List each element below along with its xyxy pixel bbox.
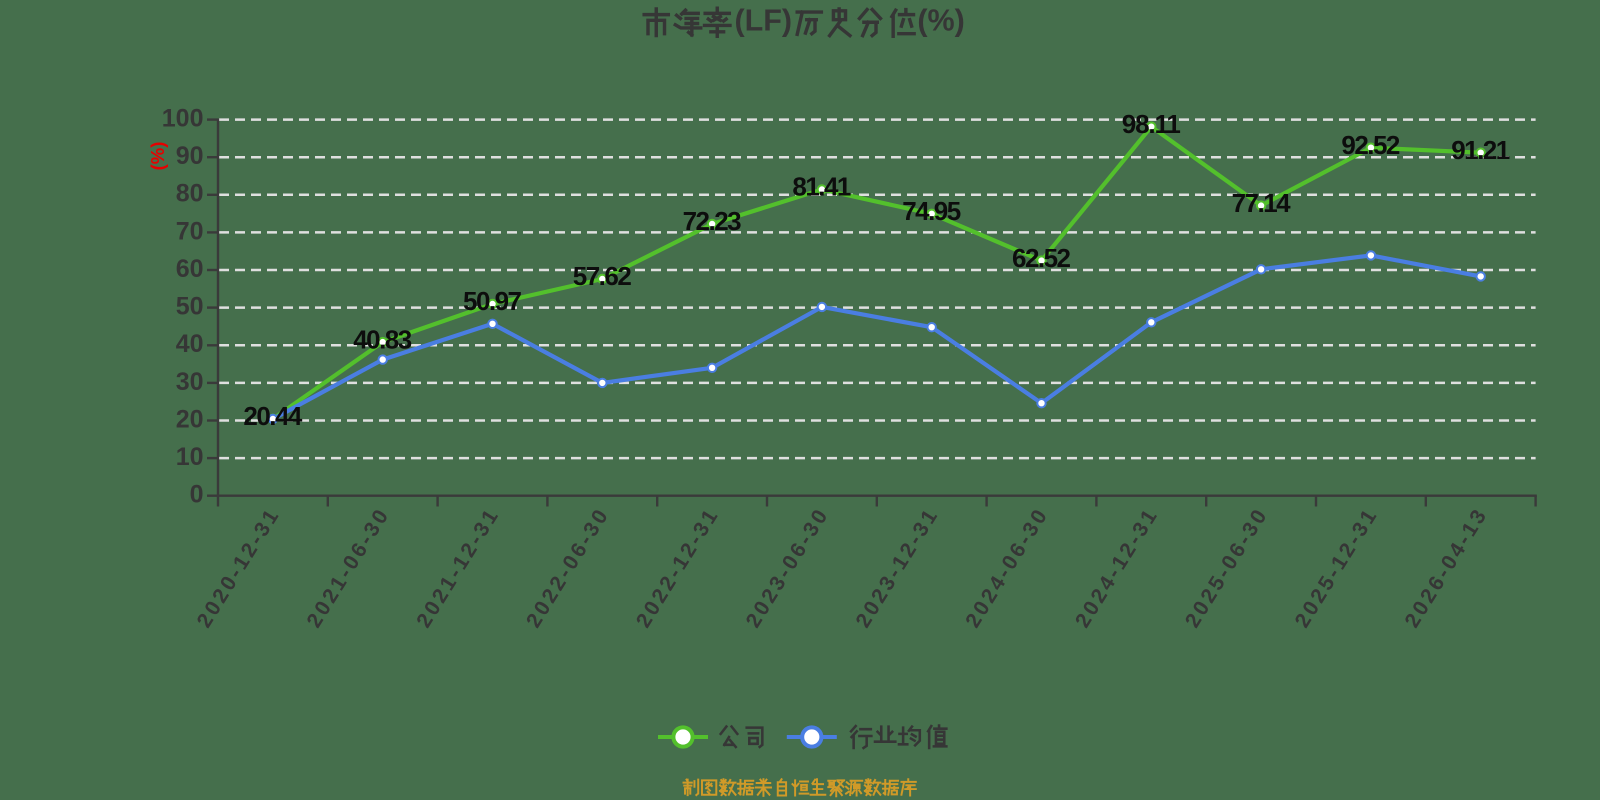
svg-text:77.14: 77.14	[1232, 188, 1292, 218]
svg-text:(%): (%)	[917, 4, 964, 38]
svg-text:50.97: 50.97	[463, 286, 522, 316]
svg-text:30: 30	[176, 368, 204, 396]
svg-text:(%): (%)	[147, 142, 168, 171]
svg-text:40.83: 40.83	[353, 324, 412, 354]
svg-text:98.11: 98.11	[1122, 109, 1181, 139]
svg-text:60: 60	[176, 255, 204, 283]
svg-text:100: 100	[162, 105, 204, 133]
svg-text:80: 80	[176, 180, 204, 208]
svg-text:(LF): (LF)	[735, 4, 793, 38]
svg-text:72.23: 72.23	[683, 206, 742, 236]
svg-text:70: 70	[176, 217, 204, 245]
svg-text:57.62: 57.62	[573, 261, 632, 291]
svg-text:20: 20	[176, 405, 204, 433]
svg-text:50: 50	[176, 293, 204, 321]
svg-text:81.41: 81.41	[792, 172, 851, 202]
svg-text:90: 90	[176, 142, 204, 170]
svg-text:92.52: 92.52	[1341, 130, 1400, 160]
svg-text:40: 40	[176, 330, 204, 358]
svg-text:74.95: 74.95	[902, 196, 961, 226]
svg-text:20.44: 20.44	[243, 401, 303, 431]
svg-text:62.52: 62.52	[1012, 243, 1071, 273]
svg-text:10: 10	[176, 443, 204, 471]
svg-text:0: 0	[190, 481, 204, 509]
svg-text:91.21: 91.21	[1451, 135, 1510, 165]
